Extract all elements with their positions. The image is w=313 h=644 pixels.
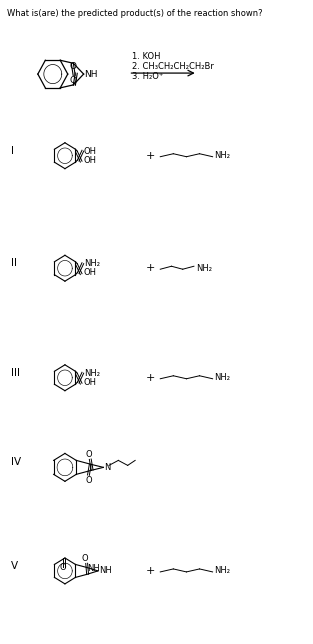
Text: What is(are) the predicted product(s) of the reaction shown?: What is(are) the predicted product(s) of… bbox=[7, 10, 263, 19]
Text: OH: OH bbox=[84, 147, 97, 156]
Text: NH₂: NH₂ bbox=[214, 151, 230, 160]
Text: NH₂: NH₂ bbox=[84, 260, 100, 269]
Text: +: + bbox=[146, 373, 156, 383]
Text: +: + bbox=[146, 151, 156, 161]
Text: V: V bbox=[11, 561, 18, 571]
Text: NH₂: NH₂ bbox=[214, 567, 230, 576]
Text: N: N bbox=[104, 463, 111, 472]
Text: 3. H₂O⁺: 3. H₂O⁺ bbox=[132, 71, 164, 80]
Text: II: II bbox=[11, 258, 17, 269]
Text: I: I bbox=[11, 146, 14, 156]
Text: OH: OH bbox=[84, 378, 97, 387]
Text: 2. CH₃CH₂CH₂CH₂Br: 2. CH₃CH₂CH₂CH₂Br bbox=[132, 62, 214, 71]
Text: NH: NH bbox=[88, 564, 100, 573]
Text: 1. KOH: 1. KOH bbox=[132, 52, 161, 61]
Text: OH: OH bbox=[84, 156, 97, 165]
Text: NH: NH bbox=[85, 70, 98, 79]
Text: +: + bbox=[146, 566, 156, 576]
Text: NH₂: NH₂ bbox=[214, 374, 230, 383]
Text: NH₂: NH₂ bbox=[84, 369, 100, 378]
Text: IV: IV bbox=[11, 457, 21, 468]
Text: NH₂: NH₂ bbox=[196, 264, 212, 272]
Text: III: III bbox=[11, 368, 20, 378]
Text: O: O bbox=[85, 450, 92, 459]
Text: OH: OH bbox=[84, 268, 97, 277]
Text: O: O bbox=[60, 564, 66, 573]
Text: +: + bbox=[146, 263, 156, 273]
Text: O: O bbox=[70, 62, 77, 71]
Text: O: O bbox=[85, 476, 92, 485]
Text: O: O bbox=[70, 76, 77, 85]
Text: O: O bbox=[81, 554, 88, 563]
Text: NH: NH bbox=[99, 567, 111, 576]
